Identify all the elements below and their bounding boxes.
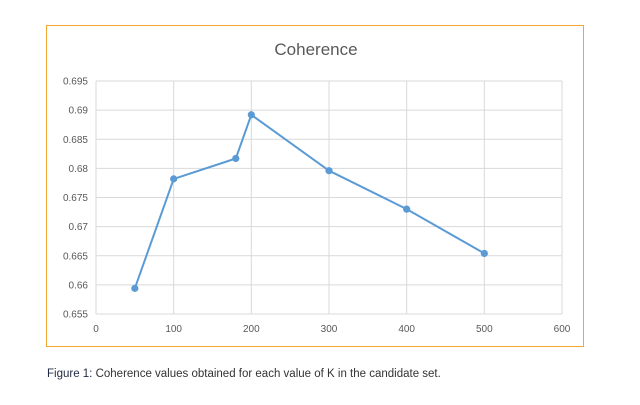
y-tick-label: 0.69 [69, 106, 89, 117]
figure-label: Figure 1: [47, 368, 93, 380]
x-axis-tick-labels: 0 100 200 300 400 500 600 [93, 324, 571, 335]
x-tick-label: 300 [321, 324, 338, 335]
x-tick-label: 500 [476, 324, 493, 335]
y-tick-label: 0.68 [69, 164, 89, 175]
line-chart: Coherence 0.6550.660.6650.670.6750.680.6… [63, 40, 571, 335]
x-tick-label: 200 [243, 324, 260, 335]
figure-caption-text: Coherence values obtained for each value… [92, 368, 441, 380]
data-point [247, 111, 255, 119]
chart-title: Coherence [274, 40, 357, 59]
data-point [131, 284, 139, 292]
series-line [133, 113, 485, 289]
y-tick-label: 0.67 [69, 222, 89, 233]
chart-frame: Coherence 0.655 0.66 0.665 0.67 0.675 0.68 0.6… [46, 25, 584, 347]
data-point [480, 249, 488, 258]
x-tick-label: 400 [398, 324, 415, 335]
y-axis-tick-labels: 0.655 0.66 0.665 0.67 0.675 0.68 0.685 0.69 0.69… [63, 77, 88, 321]
x-tick-label: 100 [165, 324, 182, 335]
gridlines [95, 80, 563, 315]
x-tick-label: 0 [93, 324, 99, 335]
y-tick-label: 0.695 [63, 77, 88, 88]
x-tick-label: 600 [554, 324, 571, 335]
y-tick-label: 0.66 [69, 280, 89, 291]
data-point [170, 175, 178, 183]
data-point [232, 154, 240, 163]
y-tick-label: 0.665 [63, 251, 88, 262]
y-tick-label: 0.685 [63, 135, 88, 146]
data-point [325, 167, 333, 175]
y-tick-label: 0.675 [63, 193, 88, 204]
y-tick-label: 0.655 [63, 310, 88, 321]
figure-caption: Figure 1: Coherence values obtained for … [47, 368, 441, 380]
data-point [403, 205, 411, 213]
series-coherence [131, 111, 488, 292]
